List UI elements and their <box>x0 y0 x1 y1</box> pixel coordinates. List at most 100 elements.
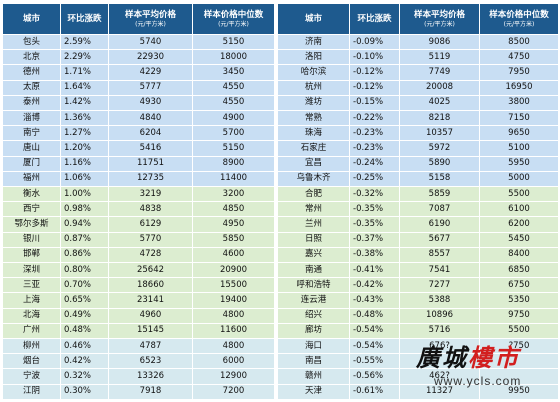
table-row: 鄂尔多斯 0.94% 6129 4950 <box>2 216 275 233</box>
table-row: 广州 0.48% 15145 11600 <box>2 322 275 340</box>
cell-change: -0.43% <box>349 292 400 309</box>
cell-avg: 11751 <box>108 155 193 172</box>
cell-change: 0.98% <box>60 201 109 218</box>
cell-change: 0.48% <box>60 322 109 340</box>
cell-avg: 23141 <box>108 292 193 309</box>
cell-median: 6000 <box>192 353 275 370</box>
table-row: 石家庄 -0.23% 5972 5100 <box>277 140 559 157</box>
cell-change: 1.20% <box>60 140 109 157</box>
cell-median: 8500 <box>479 33 559 51</box>
cell-median: ?750 <box>479 338 559 355</box>
cell-change: 1.64% <box>60 79 109 96</box>
table-row: 绍兴 -0.48% 10896 9750 <box>277 307 559 324</box>
table-row: 哈尔滨 -0.12% 7749 7950 <box>277 64 559 81</box>
cell-median: 5450 <box>479 231 559 248</box>
header-row: 城市 环比涨跌 样本平均价格 (元/平方米) 样本价格中位数 (元/平方米) <box>277 3 559 35</box>
cell-avg: 5388 <box>399 292 480 309</box>
cell-city: 淄博 <box>2 110 61 127</box>
cell-median: 8900 <box>192 155 275 172</box>
cell-city: 太原 <box>2 79 61 96</box>
cell-change: -0.09% <box>349 33 400 51</box>
cell-change: 1.71% <box>60 64 109 81</box>
cell-city: 深圳 <box>2 262 61 279</box>
cell-city: 杭州 <box>277 79 350 96</box>
cell-median: 4550 <box>192 94 275 112</box>
cell-median: 16950 <box>479 79 559 96</box>
cell-city: 北京 <box>2 49 61 66</box>
cell-median: 5150 <box>192 33 275 51</box>
cell-median: 15500 <box>192 277 275 294</box>
cell-median: 3450 <box>192 64 275 81</box>
table-row: 潍坊 -0.15% 4025 3800 <box>277 94 559 112</box>
table-row: 太原 1.64% 5777 4550 <box>2 79 275 96</box>
table-row: 上海 0.65% 23141 19400 <box>2 292 275 309</box>
cell-change: -0.54% <box>349 322 400 340</box>
cell-change: 1.27% <box>60 125 109 142</box>
header-change: 环比涨跌 <box>60 3 109 35</box>
cell-avg: 5716 <box>399 322 480 340</box>
cell-median: 9750 <box>479 307 559 324</box>
cell-avg: 462? <box>399 368 480 385</box>
cell-city: 南昌 <box>277 353 350 370</box>
cell-change: 0.70% <box>60 277 109 294</box>
price-table-sheet: 城市 环比涨跌 样本平均价格 (元/平方米) 样本价格中位数 (元/平方米) 包头 2… <box>2 3 559 401</box>
cell-median: 7150 <box>479 110 559 127</box>
cell-change: 1.42% <box>60 94 109 112</box>
table-row: 嘉兴 -0.38% 8557 8400 <box>277 246 559 264</box>
cell-avg: 8218 <box>399 110 480 127</box>
cell-city: 潍坊 <box>277 94 350 112</box>
cell-median: 3800 <box>479 94 559 112</box>
header-median-unit: (元/平方米) <box>218 20 249 28</box>
header-median-title: 样本价格中位数 <box>203 9 264 20</box>
cell-median: 5950 <box>479 155 559 172</box>
cell-median: 5500 <box>479 322 559 340</box>
cell-avg: 5416 <box>108 140 193 157</box>
cell-avg: 6204 <box>108 125 193 142</box>
cell-avg: 5119 <box>399 49 480 66</box>
cell-change: -0.12% <box>349 64 400 81</box>
cell-median: 6750 <box>479 277 559 294</box>
cell-median: 4950 <box>192 216 275 233</box>
cell-change: 1.36% <box>60 110 109 127</box>
header-row: 城市 环比涨跌 样本平均价格 (元/平方米) 样本价格中位数 (元/平方米) <box>2 3 275 35</box>
cell-city: 连云港 <box>277 292 350 309</box>
cell-median: 5700 <box>192 125 275 142</box>
cell-city: 珠海 <box>277 125 350 142</box>
cell-city: 北海 <box>2 307 61 324</box>
cell-change: 0.32% <box>60 368 109 385</box>
header-median-price: 样本价格中位数 (元/平方米) <box>192 3 275 35</box>
cell-avg: 20008 <box>399 79 480 96</box>
cell-city: 邯郸 <box>2 246 61 264</box>
cell-change: 0.87% <box>60 231 109 248</box>
cell-median: 5350 <box>479 292 559 309</box>
table-row: 连云港 -0.43% 5388 5350 <box>277 292 559 309</box>
cell-median: 4900 <box>192 110 275 127</box>
cell-avg: 9086 <box>399 33 480 51</box>
table-row: 常州 -0.35% 7087 6100 <box>277 201 559 218</box>
cell-median: 11600 <box>192 322 275 340</box>
header-median-unit: (元/平方米) <box>503 20 535 28</box>
cell-change: -0.22% <box>349 110 400 127</box>
cell-city: 广州 <box>2 322 61 340</box>
cell-avg: 6129 <box>108 216 193 233</box>
cell-median: 5850 <box>192 231 275 248</box>
table-row: 厦门 1.16% 11751 8900 <box>2 155 275 172</box>
cell-city: 宁波 <box>2 368 61 385</box>
table-row: 包头 2.59% 5740 5150 <box>2 33 275 51</box>
cell-city: 上海 <box>2 292 61 309</box>
header-city: 城市 <box>277 3 350 35</box>
cell-change: 1.16% <box>60 155 109 172</box>
cell-change: 0.94% <box>60 216 109 233</box>
right-price-table: 城市 环比涨跌 样本平均价格 (元/平方米) 样本价格中位数 (元/平方米) 济南 -… <box>277 3 559 401</box>
table-row: 赣州 -0.56% 462? <box>277 368 559 385</box>
cell-median: 3200 <box>192 186 275 203</box>
cell-median: 4800 <box>192 338 275 355</box>
table-row: 三亚 0.70% 18660 15500 <box>2 277 275 294</box>
cell-avg: 10896 <box>399 307 480 324</box>
table-row: 唐山 1.20% 5416 5150 <box>2 140 275 157</box>
cell-city: 南通 <box>277 262 350 279</box>
table-row: 宁波 0.32% 13326 12900 <box>2 368 275 385</box>
table-row: 衡水 1.00% 3219 3200 <box>2 186 275 203</box>
table-row: 泰州 1.42% 4930 4550 <box>2 94 275 112</box>
cell-avg: 4840 <box>108 110 193 127</box>
